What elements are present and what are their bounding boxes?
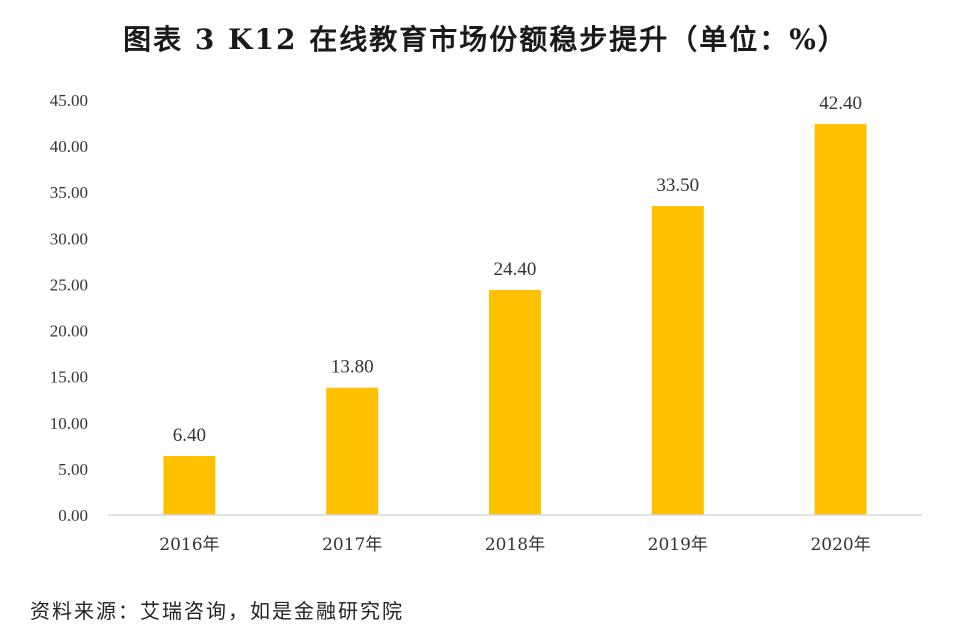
bars (163, 123, 867, 516)
bar-value-label: 13.80 (331, 357, 374, 378)
bar (163, 455, 216, 515)
y-tick-label: 5.00 (58, 460, 88, 479)
y-tick-label: 15.00 (50, 368, 88, 387)
y-axis-ticks: 0.00 5.00 10.00 15.00 20.00 25.00 30.00 35.00 40… (50, 91, 88, 525)
x-category-label: 2019年 (648, 535, 708, 555)
x-category-label: 2018年 (485, 535, 545, 555)
y-tick-label: 10.00 (50, 414, 88, 433)
bar (326, 387, 379, 515)
x-category-label: 2016年 (159, 535, 219, 555)
chart-title: 图表 3 K12 在线教育市场份额稳步提升（单位：%） (123, 23, 848, 56)
y-tick-label: 25.00 (50, 275, 88, 294)
y-tick-label: 30.00 (50, 229, 88, 248)
y-tick-label: 45.00 (50, 91, 88, 110)
y-tick-label: 0.00 (58, 506, 88, 525)
y-tick-label: 20.00 (50, 322, 88, 341)
bar (814, 123, 867, 515)
source-note: 资料来源：艾瑞咨询，如是金融研究院 (30, 599, 404, 623)
x-axis-labels: 2016年 2017年 2018年 2019年 2020年 (159, 535, 870, 555)
y-tick-label: 40.00 (50, 137, 88, 156)
bar-value-label: 33.50 (656, 175, 699, 196)
x-category-label: 2017年 (322, 535, 382, 555)
data-labels: 6.40 13.80 24.40 33.50 42.40 (173, 93, 862, 446)
bar (651, 206, 704, 516)
bar-value-label: 24.40 (494, 259, 537, 280)
bar-value-label: 42.40 (819, 93, 862, 114)
x-category-label: 2020年 (810, 535, 870, 555)
bar (489, 289, 541, 515)
y-tick-label: 35.00 (50, 183, 88, 202)
bar-value-label: 6.40 (173, 425, 206, 446)
